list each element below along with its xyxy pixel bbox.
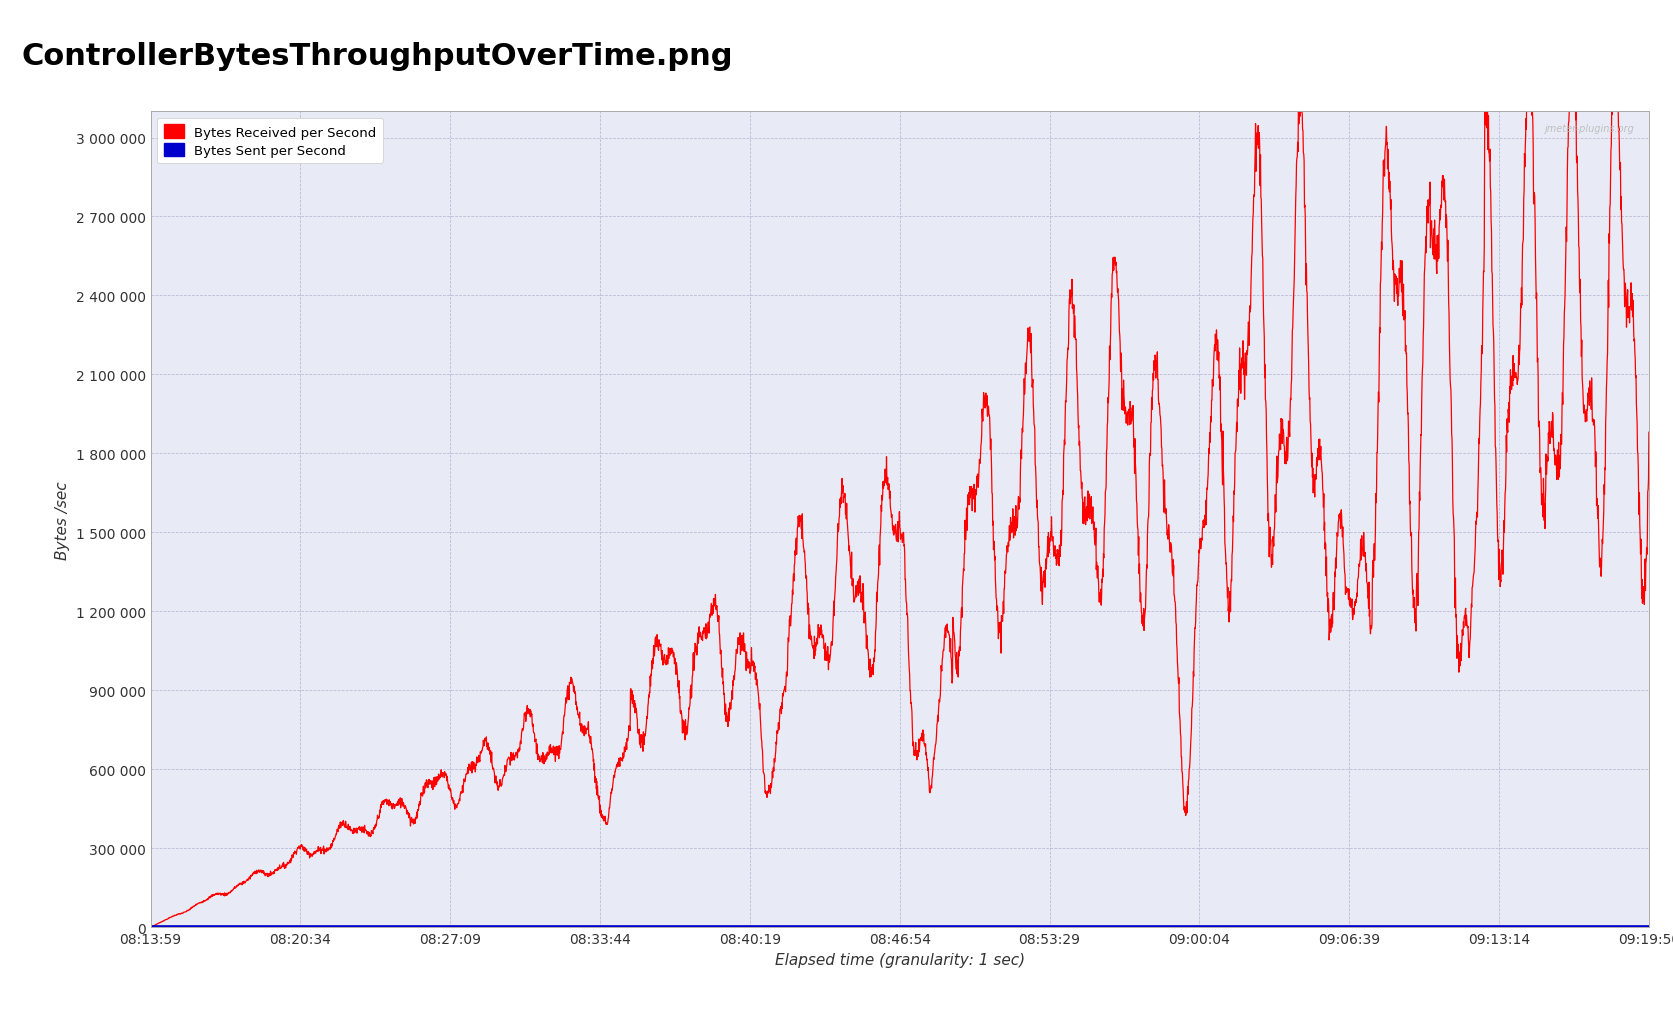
Text: jmeter-plugins.org: jmeter-plugins.org xyxy=(1543,124,1633,135)
Bytes Sent per Second xyxy=(141,920,161,932)
Bytes Received per Second xyxy=(1638,427,1658,439)
Bytes Sent per Second xyxy=(395,920,415,932)
Bytes Received per Second xyxy=(1012,415,1032,427)
Bytes Sent per Second xyxy=(226,920,246,932)
Line: Bytes Received per Second: Bytes Received per Second xyxy=(151,40,1648,927)
Bytes Received per Second xyxy=(1263,525,1283,537)
Bytes Sent per Second xyxy=(1263,920,1283,932)
Bytes Sent per Second xyxy=(1012,920,1032,932)
X-axis label: Elapsed time (granularity: 1 sec): Elapsed time (granularity: 1 sec) xyxy=(775,952,1024,967)
Bytes Sent per Second xyxy=(823,920,843,932)
Y-axis label: Bytes /sec: Bytes /sec xyxy=(55,480,70,559)
Bytes Sent per Second xyxy=(1031,920,1051,932)
Bytes Received per Second xyxy=(395,802,415,814)
Legend: Bytes Received per Second, Bytes Sent per Second: Bytes Received per Second, Bytes Sent pe… xyxy=(157,118,383,164)
Bytes Sent per Second xyxy=(1638,920,1658,932)
Bytes Received per Second xyxy=(1031,561,1051,574)
Bytes Received per Second xyxy=(226,880,246,893)
Bytes Received per Second xyxy=(141,921,161,933)
Text: ControllerBytesThroughputOverTime.png: ControllerBytesThroughputOverTime.png xyxy=(22,42,733,70)
Bytes Received per Second xyxy=(1563,34,1583,46)
Bytes Received per Second xyxy=(823,608,843,621)
